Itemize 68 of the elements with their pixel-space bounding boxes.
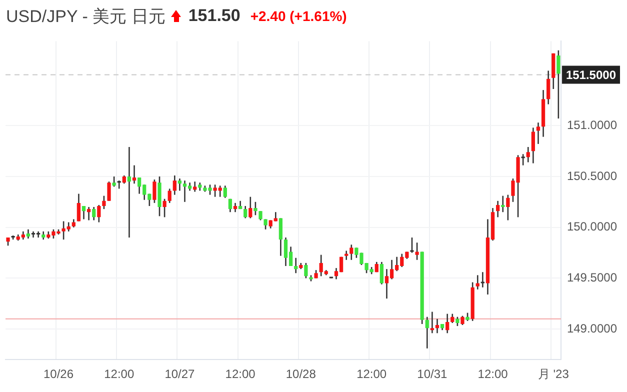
candlestick [92, 206, 96, 221]
candlestick [112, 176, 116, 188]
candlestick [446, 313, 450, 334]
x-tick-label: 10/28 [286, 367, 316, 382]
candlestick [86, 206, 91, 221]
candlestick [254, 201, 258, 216]
candlestick [102, 195, 106, 210]
chart-title: USD/JPY - 美元 日元 [6, 6, 166, 28]
candlestick [107, 180, 111, 202]
candlestick [97, 204, 101, 223]
candlestick [248, 196, 252, 219]
candlestick [410, 236, 414, 254]
candlestick [506, 194, 510, 221]
candlestick [380, 261, 384, 285]
candlestick [430, 311, 434, 334]
candlestick [476, 274, 480, 290]
candlestick [168, 188, 172, 204]
candlestick [117, 180, 121, 190]
candlestick [425, 316, 429, 350]
candlestick [233, 202, 238, 213]
candlestick [344, 250, 348, 261]
candlestick [172, 174, 176, 196]
candlestick [415, 242, 419, 261]
candlestick [456, 316, 460, 327]
candlestick [244, 205, 248, 219]
candlestick [82, 205, 86, 220]
x-tick-label: 12:00 [478, 367, 508, 382]
candlestick [536, 122, 540, 145]
y-tick-label: 149.5000 [566, 270, 618, 285]
candlestick [132, 164, 136, 184]
candlestick [450, 313, 454, 324]
candlestick [162, 198, 166, 218]
candlestick [193, 180, 197, 192]
candlestick [178, 178, 182, 192]
candlestick [264, 218, 268, 230]
candlestick [127, 146, 132, 238]
x-tick-label: 12:00 [104, 367, 134, 382]
candlestick [531, 127, 535, 164]
x-tick-label: 10/31 [417, 367, 448, 382]
candlestick [294, 257, 298, 274]
candlestick [304, 262, 308, 279]
candlestick [152, 178, 156, 204]
x-tick-label: 10/27 [164, 367, 196, 382]
y-tick-label: 150.0000 [566, 220, 618, 234]
candlestick [480, 271, 484, 288]
y-tick-label: 150.5000 [566, 168, 618, 183]
candlestick [258, 210, 262, 221]
candlestick [546, 70, 550, 105]
ref-line-label: 151.5000 [566, 68, 616, 82]
x-tick-label: 12:00 [356, 367, 387, 382]
x-tick-label: 10/26 [44, 367, 74, 382]
candlestick [496, 200, 500, 218]
candlestick [223, 185, 227, 199]
y-tick-label: 149.0000 [566, 321, 618, 336]
text: +2.40 (+1.61%) [250, 8, 347, 24]
y-tick-label: 151.0000 [566, 118, 618, 132]
x-tick-label: 月 '23 [538, 367, 570, 382]
candlestick [501, 195, 505, 213]
candlestick [460, 315, 464, 326]
x-tick-label: 12:00 [225, 367, 256, 382]
candlestick [521, 153, 525, 166]
chart-subtitle: 151.50 [188, 6, 240, 26]
candlestick [435, 318, 440, 334]
candlestick [76, 193, 81, 222]
candlestick [350, 244, 354, 261]
candlestick [228, 198, 232, 213]
candlestick [278, 218, 283, 256]
candlestick [556, 50, 560, 120]
